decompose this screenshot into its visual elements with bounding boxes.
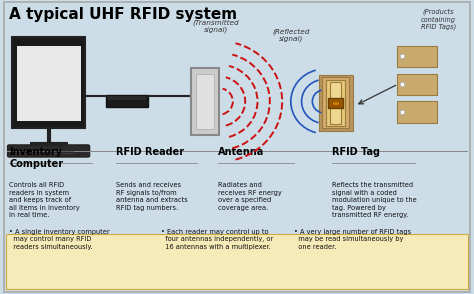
Text: (Transmitted
signal): (Transmitted signal) (192, 19, 239, 33)
FancyBboxPatch shape (196, 74, 214, 129)
Text: RFID Reader: RFID Reader (116, 147, 184, 157)
Text: (Products
containing
RFID Tags): (Products containing RFID Tags) (421, 9, 456, 30)
FancyBboxPatch shape (191, 68, 219, 135)
FancyBboxPatch shape (17, 46, 81, 121)
FancyBboxPatch shape (328, 98, 343, 108)
Text: Inventory
Computer: Inventory Computer (9, 147, 64, 168)
FancyBboxPatch shape (330, 82, 341, 124)
FancyBboxPatch shape (106, 95, 148, 107)
FancyBboxPatch shape (319, 75, 353, 131)
Text: A typical UHF RFID system: A typical UHF RFID system (9, 7, 237, 22)
Text: Sends and receives
RF signals to/from
antenna and extracts
RFID tag numbers.: Sends and receives RF signals to/from an… (116, 182, 188, 211)
Text: (Reflected
signal): (Reflected signal) (273, 28, 310, 42)
FancyBboxPatch shape (326, 80, 345, 126)
Text: Radiates and
receives RF energy
over a specified
coverage area.: Radiates and receives RF energy over a s… (218, 182, 282, 211)
FancyBboxPatch shape (332, 101, 339, 105)
FancyBboxPatch shape (397, 46, 437, 67)
Text: • A single inventory computer
  may control many RFID
  readers simultaneously.: • A single inventory computer may contro… (9, 229, 110, 250)
FancyBboxPatch shape (4, 2, 470, 292)
Text: RFID Tag: RFID Tag (332, 147, 380, 157)
Text: Controls all RFID
readers in system
and keeps track of
all items in inventory
in: Controls all RFID readers in system and … (9, 182, 80, 218)
FancyBboxPatch shape (6, 234, 468, 289)
Text: • Each reader may control up to
  four antennas independently, or
  16 antennas : • Each reader may control up to four ant… (161, 229, 273, 250)
FancyBboxPatch shape (397, 101, 437, 123)
FancyBboxPatch shape (12, 37, 85, 128)
FancyBboxPatch shape (322, 77, 349, 128)
FancyBboxPatch shape (108, 96, 146, 100)
FancyBboxPatch shape (8, 145, 90, 157)
FancyBboxPatch shape (397, 74, 437, 95)
Text: • A very large number of RFID tags
  may be read simultaneously by
  one reader.: • A very large number of RFID tags may b… (294, 229, 411, 250)
Text: Reflects the transmitted
signal with a coded
modulation unique to the
tag. Power: Reflects the transmitted signal with a c… (332, 182, 417, 218)
Text: Antenna: Antenna (218, 147, 264, 157)
